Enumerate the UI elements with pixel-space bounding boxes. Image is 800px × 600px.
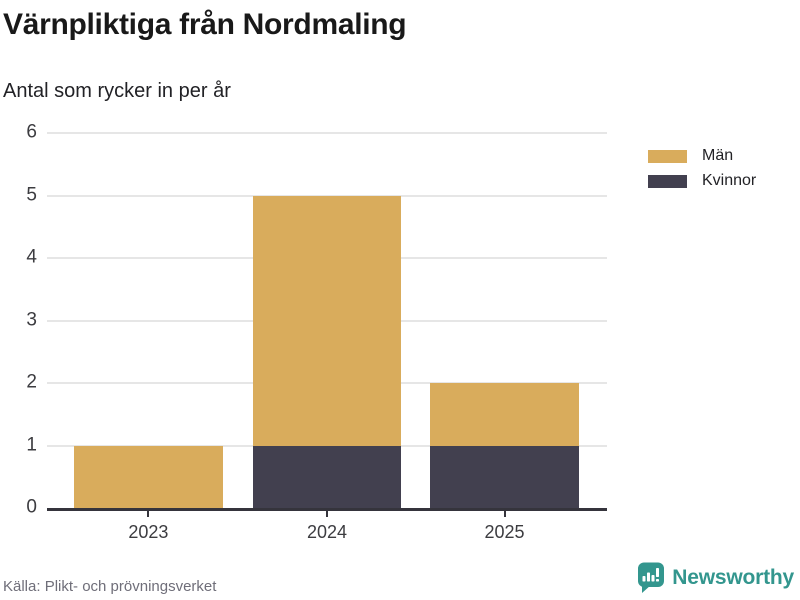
bar-segment <box>430 383 579 446</box>
y-tick-label: 6 <box>26 121 37 143</box>
newsworthy-icon <box>638 562 665 593</box>
y-tick-label: 3 <box>26 309 37 331</box>
gridline <box>47 132 607 134</box>
plot-area: 0 1 2 3 4 5 6 2023 2024 2025 <box>26 122 607 542</box>
x-axis-tick <box>326 508 328 517</box>
chart-title: Värnpliktiga från Nordmaling <box>3 8 407 41</box>
y-tick-label: 2 <box>26 371 37 393</box>
bar-segment <box>252 195 402 446</box>
newsworthy-wordmark: Newsworthy <box>672 566 794 589</box>
chart-subtitle: Antal som rycker in per år <box>3 80 231 102</box>
legend-item: Kvinnor <box>648 172 756 190</box>
x-tick-label: 2025 <box>484 522 525 542</box>
y-tick-label: 0 <box>26 496 37 518</box>
legend-label: Kvinnor <box>702 172 757 189</box>
legend-label: Män <box>702 147 734 164</box>
bar-segment <box>252 445 402 508</box>
x-axis-tick <box>147 508 150 517</box>
legend: Män Kvinnor <box>648 147 756 190</box>
source-note: Källa: Plikt- och prövningsverket <box>3 578 217 595</box>
legend-swatch <box>648 149 687 163</box>
y-tick-label: 4 <box>26 246 37 268</box>
y-tick-label: 5 <box>26 184 37 206</box>
legend-swatch <box>648 174 687 188</box>
x-axis-tick <box>503 508 506 517</box>
newsworthy-logo: Newsworthy <box>637 562 794 594</box>
x-tick-label: 2024 <box>306 522 348 542</box>
bar-segment <box>430 445 579 508</box>
bar-segment <box>73 445 223 508</box>
y-tick-label: 1 <box>26 434 37 456</box>
legend-item: Män <box>648 147 756 165</box>
x-tick-label: 2023 <box>128 522 169 542</box>
